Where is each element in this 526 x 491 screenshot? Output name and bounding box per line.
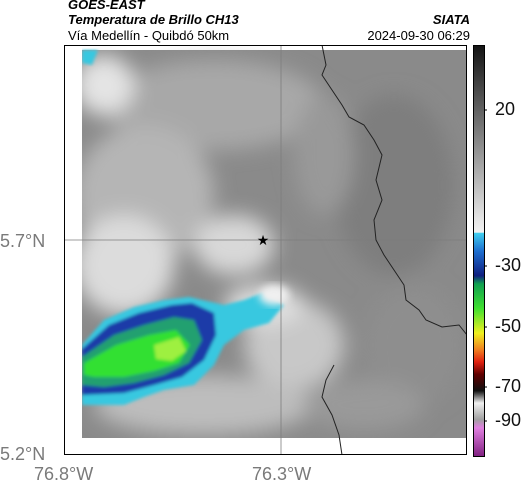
colorbar-label-minus-30: -30 xyxy=(495,255,522,275)
lon-label-76-3: 76.3°W xyxy=(252,464,312,484)
lat-label-5-7: 5.7°N xyxy=(0,231,46,251)
lon-label-76-8: 76.8°W xyxy=(34,464,94,484)
brightness-temperature-map: ★ xyxy=(64,45,467,455)
temperature-colorbar xyxy=(473,45,487,457)
colorbar-label-20: 20 xyxy=(495,99,516,119)
agency-label: SIATA xyxy=(432,12,470,27)
lat-label-5-2: 5.2°N xyxy=(0,444,46,464)
department-boundary-south xyxy=(321,364,343,455)
department-boundary xyxy=(321,45,467,336)
star-icon: ★ xyxy=(257,232,270,248)
colorbar-label-minus-90: -90 xyxy=(495,410,522,430)
datetime-label: 2024-09-30 06:29 xyxy=(367,28,470,43)
colorbar-label-minus-70: -70 xyxy=(495,376,522,396)
map-frame xyxy=(64,45,467,455)
satellite-title: GOES-EAST xyxy=(68,0,145,12)
colorbar-label-minus-50: -50 xyxy=(495,316,522,336)
product-title: Temperatura de Brillo CH13 xyxy=(68,12,239,27)
region-label: Vía Medellín - Quibdó 50km xyxy=(68,28,230,43)
